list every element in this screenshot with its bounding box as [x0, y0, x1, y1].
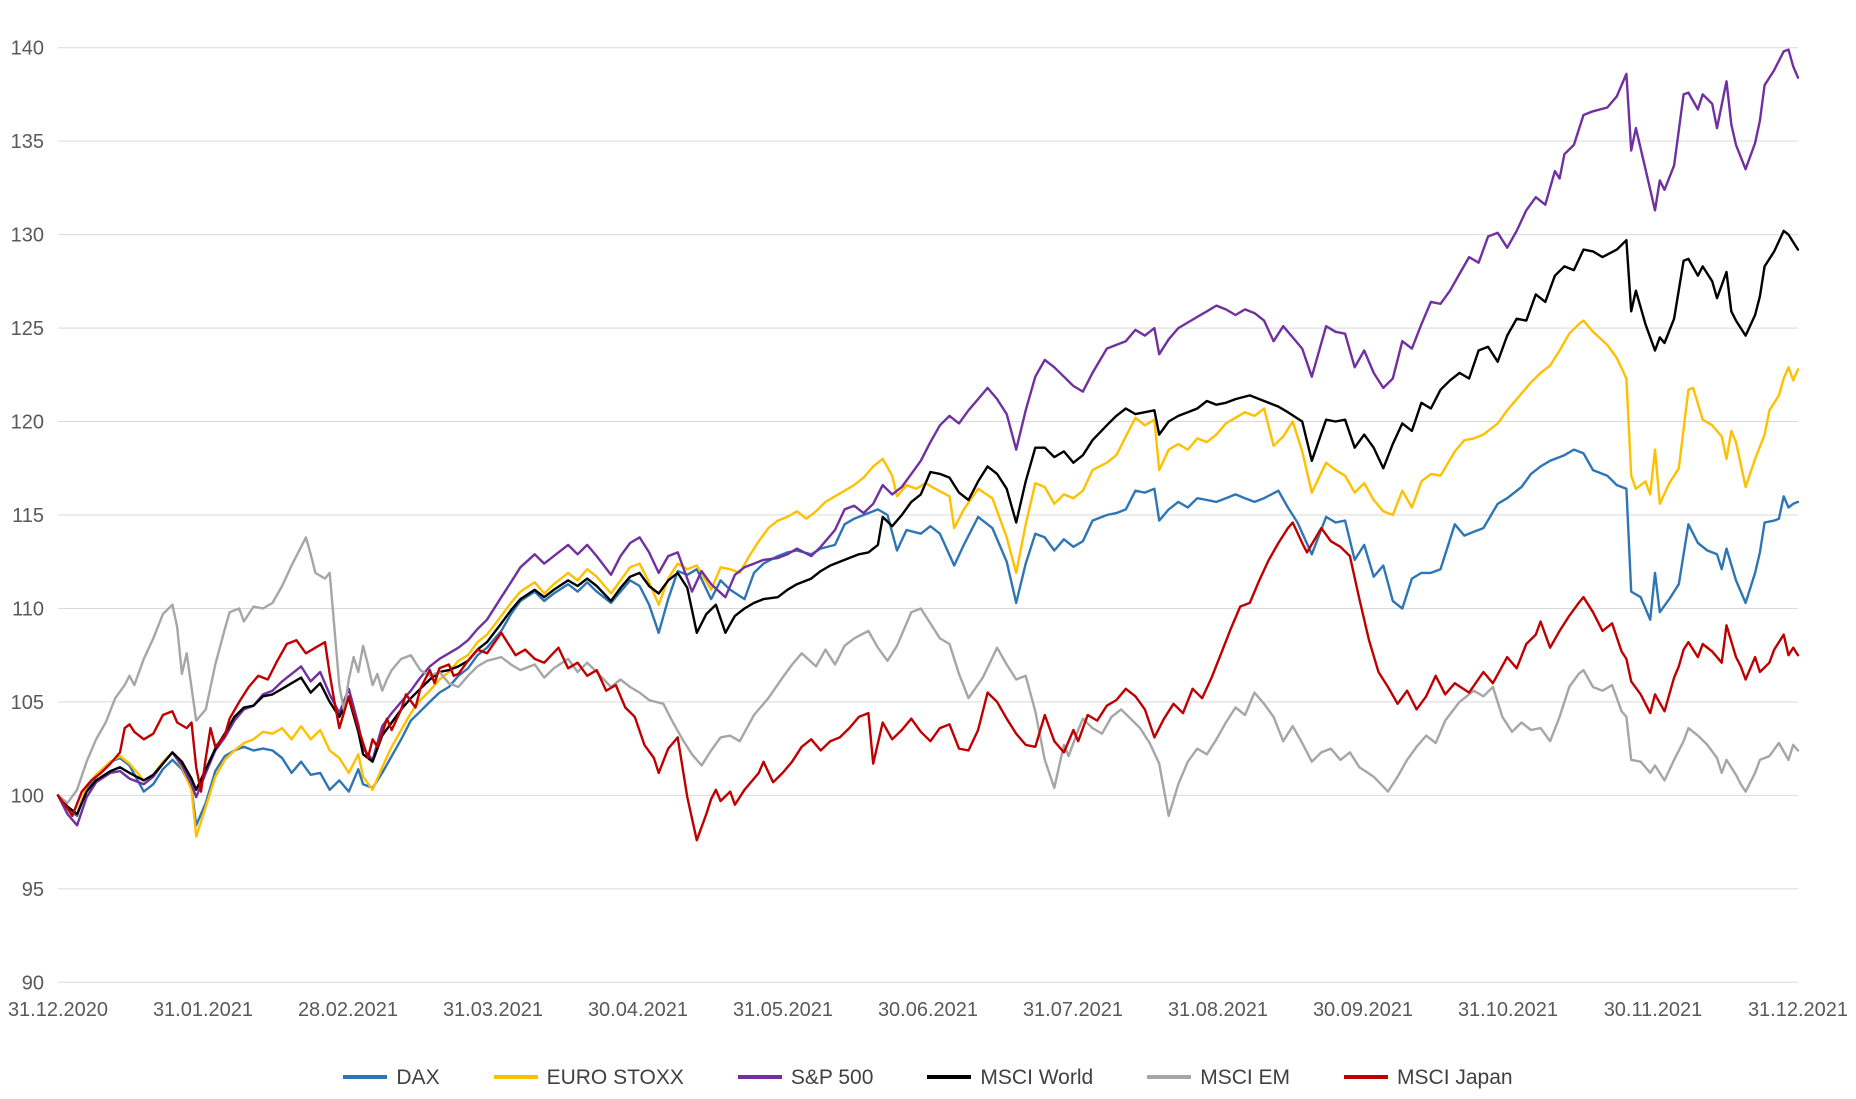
x-tick-label: 31.01.2021: [153, 999, 253, 1021]
chart-legend: DAX EURO STOXX S&P 500 MSCI World MSCI EM MSC…: [0, 1060, 1856, 1094]
x-tick-label: 30.04.2021: [588, 999, 688, 1021]
series-line-msci-em: [56, 536, 1800, 818]
y-tick-label: 100: [11, 785, 44, 807]
x-tick-label: 30.09.2021: [1313, 999, 1413, 1021]
legend-item-s-p-500: S&P 500: [737, 1065, 874, 1089]
legend-label: MSCI Japan: [1397, 1065, 1513, 1089]
legend-swatch-icon: [1147, 1075, 1192, 1079]
y-tick-label: 135: [11, 131, 44, 153]
series-line-msci-world: [56, 229, 1800, 816]
legend-label: EURO STOXX: [546, 1065, 684, 1089]
series-line-dax: [56, 448, 1800, 827]
x-tick-label: 31.03.2021: [443, 999, 543, 1021]
legend-swatch-icon: [737, 1075, 782, 1079]
series-line-euro-stoxx: [56, 319, 1800, 838]
legend-label: DAX: [396, 1065, 440, 1089]
x-tick-label: 31.07.2021: [1023, 999, 1123, 1021]
y-tick-label: 110: [12, 598, 44, 620]
x-tick-label: 30.11.2021: [1604, 999, 1703, 1021]
legend-label: S&P 500: [790, 1065, 874, 1089]
y-tick-label: 90: [22, 972, 44, 994]
legend-item-euro-stoxx: EURO STOXX: [493, 1065, 684, 1089]
x-tick-label: 31.05.2021: [733, 999, 833, 1021]
series-line-s-p-500: [56, 48, 1800, 827]
y-tick-label: 115: [12, 505, 44, 527]
y-tick-label: 95: [22, 879, 44, 901]
x-tick-label: 31.12.2021: [1748, 999, 1848, 1021]
legend-item-msci-em: MSCI EM: [1147, 1067, 1290, 1088]
legend-label: MSCI World: [980, 1065, 1094, 1089]
series-line-msci-japan: [56, 521, 1800, 842]
x-tick-label: 30.06.2021: [878, 999, 978, 1021]
x-tick-label: 31.12.2020: [8, 999, 108, 1021]
plot-area: 90 95 100 105 110 115 120 125 130 135 140 31.12.202…: [8, 38, 1848, 1021]
x-tick-label: 31.10.2021: [1458, 999, 1558, 1021]
x-tick-label: 28.02.2021: [298, 999, 398, 1021]
legend-item-msci-japan: MSCI Japan: [1344, 1067, 1513, 1088]
y-tick-label: 105: [11, 692, 44, 714]
y-tick-label: 125: [11, 318, 44, 340]
legend-item-dax: DAX: [343, 1065, 440, 1089]
legend-swatch-icon: [927, 1075, 972, 1079]
x-tick-label: 31.08.2021: [1168, 999, 1268, 1021]
y-tick-label: 140: [11, 38, 44, 60]
legend-item-msci-world: MSCI World: [927, 1067, 1093, 1088]
legend-swatch-icon: [343, 1075, 388, 1079]
y-tick-label: 120: [11, 412, 44, 434]
y-tick-label: 130: [11, 225, 44, 247]
legend-label: MSCI EM: [1200, 1065, 1291, 1089]
legend-swatch-icon: [493, 1075, 538, 1079]
legend-swatch-icon: [1344, 1075, 1389, 1079]
